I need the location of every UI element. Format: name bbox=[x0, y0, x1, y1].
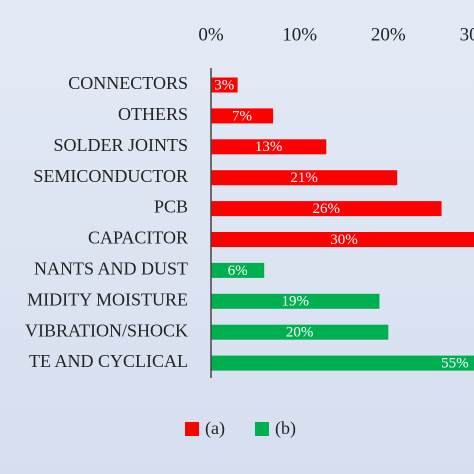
value-label: 6% bbox=[228, 263, 248, 279]
category-label: TE AND CYCLICAL bbox=[29, 351, 188, 371]
x-tick-label: 0% bbox=[198, 24, 224, 45]
value-label: 55% bbox=[441, 356, 469, 372]
bar bbox=[211, 262, 265, 278]
value-label: 19% bbox=[281, 294, 309, 310]
category-label: VIBRATION/SHOCK bbox=[25, 320, 188, 340]
category-label: CONNECTORS bbox=[68, 73, 188, 93]
category-label: MIDITY MOISTURE bbox=[27, 289, 188, 309]
category-label: CAPACITOR bbox=[88, 228, 188, 248]
bar bbox=[211, 139, 327, 155]
legend-label: (a) bbox=[205, 418, 225, 439]
legend-swatch bbox=[255, 422, 269, 436]
value-label: 7% bbox=[232, 108, 252, 124]
bar bbox=[211, 324, 389, 340]
bar bbox=[211, 170, 398, 186]
category-label: NANTS AND DUST bbox=[34, 259, 188, 279]
bar bbox=[211, 201, 442, 217]
value-label: 3% bbox=[214, 77, 234, 93]
bar bbox=[211, 77, 238, 93]
x-tick-label: 20% bbox=[371, 24, 406, 45]
category-label: SEMICONDUCTOR bbox=[33, 166, 188, 186]
value-label: 30% bbox=[330, 232, 358, 248]
value-label: 21% bbox=[290, 170, 318, 186]
legend-swatch bbox=[185, 422, 199, 436]
category-label: SOLDER JOINTS bbox=[53, 135, 188, 155]
value-label: 20% bbox=[286, 325, 314, 341]
category-label: PCB bbox=[154, 197, 188, 217]
legend-label: (b) bbox=[275, 418, 296, 439]
bar bbox=[211, 293, 380, 309]
x-tick-label: 30% bbox=[460, 24, 474, 45]
bar bbox=[211, 108, 274, 124]
x-tick-label: 10% bbox=[282, 24, 317, 45]
bar bbox=[211, 232, 474, 247]
value-label: 26% bbox=[313, 201, 341, 217]
bar bbox=[211, 355, 474, 371]
value-label: 13% bbox=[255, 139, 283, 155]
category-label: OTHERS bbox=[118, 104, 188, 124]
